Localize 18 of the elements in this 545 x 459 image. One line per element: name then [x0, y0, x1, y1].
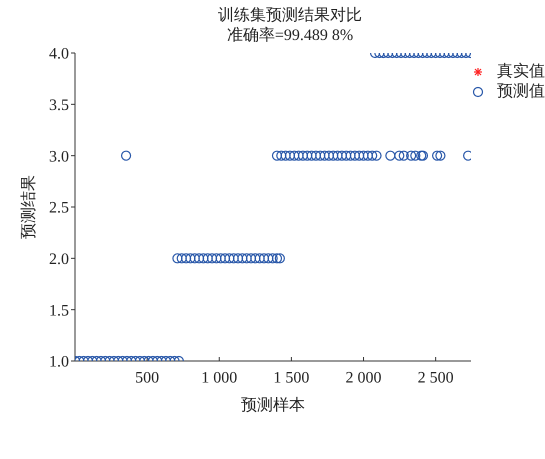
y-tick-label: 2.0: [49, 251, 69, 268]
y-tick-label: 1.5: [49, 302, 69, 320]
y-tick-label: 3.0: [49, 148, 69, 166]
x-tick-label: 2 000: [346, 369, 382, 386]
chart-title: 训练集预测结果对比: [217, 6, 363, 26]
legend-label: 真实值: [497, 62, 545, 82]
y-tick-label: 2.5: [49, 200, 69, 217]
x-axis-title: 预测样本: [241, 396, 305, 414]
x-tick-label: 2 500: [418, 369, 454, 386]
y-tick-label: 3.5: [49, 97, 69, 114]
y-axis-title: 预测结果: [20, 175, 38, 239]
x-tick-label: 1 000: [201, 369, 238, 386]
y-tick-label: 1.0: [49, 354, 69, 371]
y-tick-label: 4.0: [49, 46, 69, 63]
chart-subtitle: 准确率=99.489 8%: [226, 26, 354, 46]
x-tick-label: 1 500: [273, 369, 310, 386]
legend-label: 预测值: [497, 82, 545, 102]
x-tick-label: 500: [135, 369, 160, 386]
